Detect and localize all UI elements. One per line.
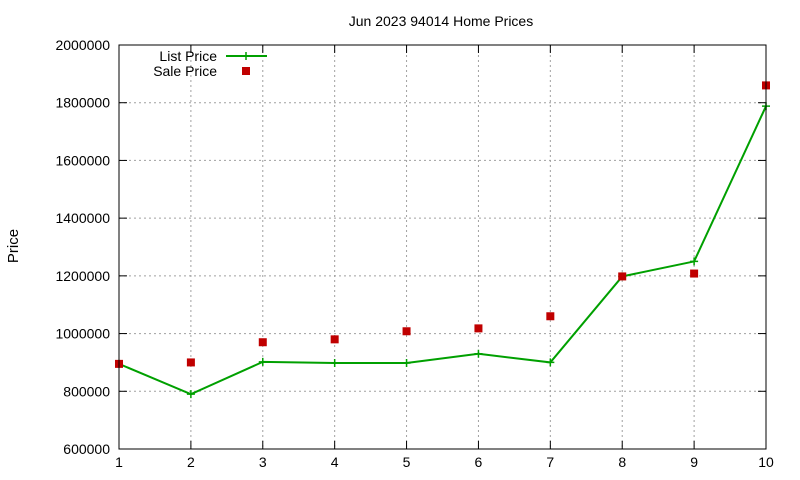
x-tick-label: 8	[618, 454, 626, 470]
x-tick-label: 5	[403, 454, 411, 470]
x-tick-label: 3	[259, 454, 267, 470]
legend-label-list-price: List Price	[159, 48, 217, 64]
y-tick-label: 1800000	[55, 95, 110, 111]
list-price-point	[474, 349, 483, 358]
sale-price-point	[474, 324, 483, 333]
sale-price-point	[186, 358, 195, 367]
legend-label-sale-price: Sale Price	[153, 63, 217, 79]
chart-title: Jun 2023 94014 Home Prices	[349, 13, 533, 29]
list-price-line	[118, 105, 767, 396]
y-tick-label: 1400000	[55, 210, 110, 226]
list-price-point	[258, 357, 267, 366]
y-axis-label: Price	[5, 229, 22, 263]
sale-price-point	[618, 272, 627, 281]
y-tick-label: 600000	[63, 441, 110, 457]
y-tick-label: 2000000	[55, 37, 110, 53]
x-tick-label: 10	[758, 454, 774, 470]
x-tick-label: 2	[187, 454, 195, 470]
axis-ticks: 600000 800000 1000000 1200000 1400000 1600000…	[55, 37, 774, 470]
y-tick-label: 800000	[63, 383, 110, 399]
list-price-point	[546, 358, 555, 367]
y-tick-label: 1000000	[55, 326, 110, 342]
sale-price-point	[402, 327, 411, 336]
list-price-point	[690, 257, 699, 266]
legend-marker-sale-price	[242, 67, 250, 75]
grid	[119, 45, 766, 449]
list-price-point	[186, 390, 195, 399]
plot-frame	[118, 44, 767, 450]
sale-price-point	[546, 312, 555, 321]
sale-price-point	[258, 338, 267, 347]
x-tick-label: 7	[546, 454, 554, 470]
sale-price-point	[330, 335, 339, 344]
sale-price-point	[690, 269, 699, 278]
y-tick-label: 1200000	[55, 268, 110, 284]
x-tick-label: 6	[475, 454, 483, 470]
legend-marker-list-price	[242, 52, 250, 60]
list-price-point	[402, 359, 411, 368]
list-price-point	[330, 359, 339, 368]
x-tick-label: 1	[115, 454, 123, 470]
x-tick-label: 4	[331, 454, 339, 470]
x-tick-label: 9	[690, 454, 698, 470]
legend: List Price Sale Price	[153, 48, 267, 79]
y-tick-label: 1600000	[55, 152, 110, 168]
